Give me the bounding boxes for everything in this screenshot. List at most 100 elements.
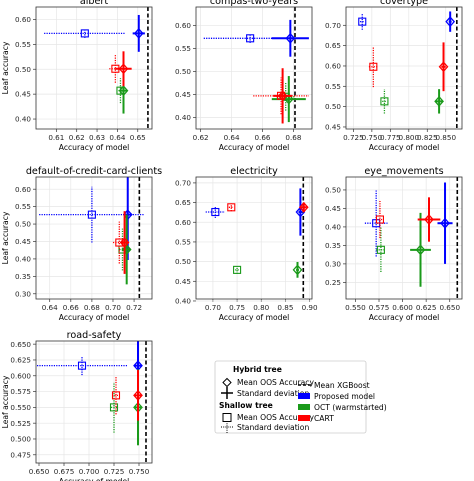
panel-title: road-safety — [67, 330, 122, 341]
cart-shallow-point — [375, 215, 385, 224]
x-tick-label: 0.62 — [69, 133, 85, 142]
y-tick-label: 0.45 — [15, 237, 31, 246]
y-tick-label: 0.65 — [175, 198, 191, 207]
y-tick-label: 0.600 — [10, 371, 31, 380]
y-tick-label: 0.40 — [15, 115, 31, 124]
oct-hybrid-point — [434, 95, 444, 107]
plot-marks — [358, 7, 458, 129]
plot-frame — [345, 6, 463, 130]
x-tick-label: 0.650 — [439, 303, 460, 312]
x-tick-label: 0.64 — [42, 303, 58, 312]
x-tick-label: 0.62 — [193, 133, 209, 142]
y-tick-label: 0.40 — [325, 223, 341, 232]
plot-frame — [35, 176, 153, 300]
legend-shallow-title: Shallow tree — [219, 401, 273, 410]
proposed-shallow-point — [246, 34, 255, 43]
x-tick-label: 0.650 — [29, 467, 50, 476]
chart-panel-1: 0.61 0.62 0.63 0.64 0.65 0.40 0.45 0.50 0.55 0.60… — [1, 0, 153, 152]
x-tick-label: 0.675 — [54, 467, 75, 476]
plot-marks — [205, 177, 309, 299]
legend-shallow-std: Standard deviation — [237, 423, 309, 432]
y-tick-label: 0.40 — [175, 113, 191, 122]
x-axis-label: Accuracy of model — [59, 143, 129, 152]
y-tick-label: 0.475 — [10, 450, 31, 459]
y-tick-label: 0.625 — [10, 356, 31, 365]
y-tick-label: 0.55 — [175, 44, 191, 53]
x-tick-label: 0.72 — [126, 303, 142, 312]
y-tick-label: 0.50 — [15, 220, 31, 229]
cart-hybrid-point — [424, 214, 434, 225]
legend-xgboost: Mean XGBoost — [314, 381, 370, 390]
legend-cross-icon — [221, 387, 233, 399]
y-tick-label: 0.50 — [15, 65, 31, 74]
legend-frame — [214, 360, 367, 434]
y-tick-label: 0.40 — [175, 297, 191, 306]
y-tick-label: 0.60 — [15, 15, 31, 24]
legend-proposed-swatch — [298, 393, 310, 399]
x-tick-label: 0.725 — [104, 467, 125, 476]
y-tick-label: 0.55 — [15, 202, 31, 211]
plot-marks — [37, 341, 147, 463]
y-tick-label: 0.45 — [15, 90, 31, 99]
y-tick-label: 0.60 — [175, 218, 191, 227]
x-tick-label: 0.64 — [109, 133, 125, 142]
legend-hybrid-std: Standard deviation — [237, 389, 309, 398]
x-tick-label: 0.825 — [417, 133, 438, 142]
legend: Hybrid tree Mean OOS Accuracy Standard d… — [214, 360, 387, 434]
cart-hybrid-point — [277, 90, 288, 102]
plot-area — [36, 177, 152, 299]
plot-marks — [39, 177, 145, 299]
panel-title: eye_movements — [364, 166, 443, 177]
cart-hybrid-point — [118, 63, 129, 75]
y-tick-label: 0.65 — [325, 41, 341, 50]
oct-shallow-point — [376, 245, 385, 254]
x-tick-label: 0.63 — [89, 133, 105, 142]
y-axis-label: Leaf accuracy — [1, 211, 10, 264]
x-tick-label: 0.725 — [343, 133, 364, 142]
cart-shallow-point — [369, 62, 378, 71]
y-tick-label: 0.50 — [325, 186, 341, 195]
x-tick-label: 0.550 — [345, 303, 366, 312]
panel-title: compas-two-years — [210, 0, 298, 7]
x-tick-label: 0.90 — [302, 303, 318, 312]
y-tick-label: 0.55 — [15, 40, 31, 49]
x-axis-label: Accuracy of model — [219, 313, 289, 322]
chart-panel-4: 0.64 0.66 0.68 0.70 0.72 0.30 0.35 0.40 0.45 0.50… — [1, 166, 162, 322]
y-tick-label: 0.55 — [325, 82, 341, 91]
proposed-hybrid-point — [445, 16, 456, 28]
plot-frame — [35, 340, 153, 464]
x-tick-label: 0.80 — [253, 303, 269, 312]
plot-area — [346, 177, 462, 299]
legend-oct: OCT (warmstarted) — [314, 403, 387, 412]
y-tick-label: 0.35 — [325, 241, 341, 250]
x-tick-label: 0.70 — [105, 303, 121, 312]
x-tick-label: 0.66 — [63, 303, 79, 312]
y-axis-label: Leaf accuracy — [1, 41, 10, 94]
legend-proposed: Proposed model — [314, 392, 375, 401]
legend-shallow-mean: Mean OOS Accuracy — [237, 413, 314, 422]
y-tick-label: 0.55 — [175, 238, 191, 247]
cart-hybrid-point — [133, 389, 143, 401]
cart-hybrid-point — [298, 201, 309, 213]
proposed-hybrid-point — [440, 217, 450, 229]
y-tick-label: 0.45 — [325, 204, 341, 213]
x-tick-label: 0.65 — [130, 133, 146, 142]
chart-panel-7: 0.650 0.675 0.700 0.725 0.750 0.475 0.500 0.525… — [1, 330, 153, 481]
oct-shallow-point — [109, 403, 119, 412]
y-tick-label: 0.60 — [175, 21, 191, 30]
y-tick-label: 0.50 — [325, 102, 341, 111]
plot-frame — [195, 176, 313, 300]
cart-shallow-point — [111, 391, 121, 400]
x-axis-label: Accuracy of model — [59, 477, 129, 481]
plot-marks — [364, 177, 459, 299]
x-tick-label: 0.68 — [285, 133, 301, 142]
cart-hybrid-point — [119, 237, 130, 249]
x-tick-label: 0.64 — [224, 133, 240, 142]
plot-area — [196, 177, 312, 299]
x-tick-label: 0.800 — [399, 133, 420, 142]
x-tick-label: 0.575 — [369, 303, 390, 312]
chart-panel-2: 0.62 0.64 0.66 0.68 0.40 0.45 0.50 0.55 0.60 comp… — [175, 0, 313, 152]
y-tick-label: 0.35 — [15, 272, 31, 281]
